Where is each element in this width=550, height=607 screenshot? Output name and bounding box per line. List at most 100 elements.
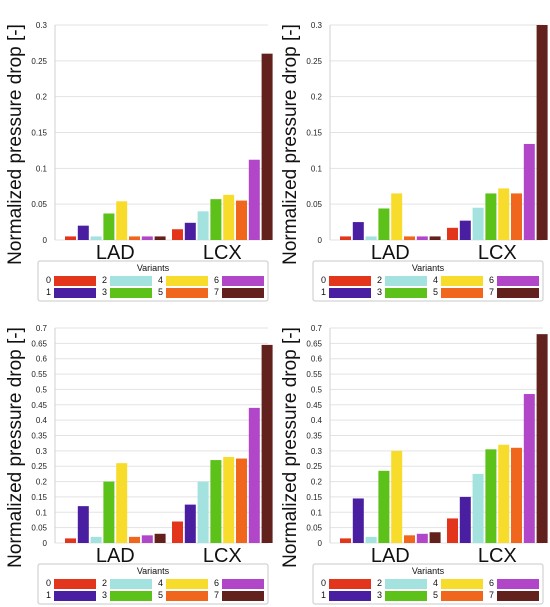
bar-lcx-variant-0 [172,229,183,240]
bar-lcx-variant-2 [472,207,484,240]
y-tick-label: 0.05 [31,200,47,209]
legend-entry-label: 6 [214,275,219,285]
y-tick-label: 0.5 [36,385,48,394]
bar-lcx-variant-6 [248,159,260,240]
y-tick-label: 0.65 [31,339,47,348]
y-tick-label: 0.15 [306,129,322,138]
legend-entry-label: 6 [214,578,219,588]
y-tick-label: 0.3 [36,447,48,456]
y-tick-label: 0.1 [36,508,48,517]
legend-swatch-variant-3 [385,288,427,298]
y-tick-label: 0 [43,236,48,245]
bar-lad-variant-2 [90,236,102,240]
bar-lcx-variant-7 [536,334,548,543]
y-tick-label: 0.3 [311,21,323,30]
legend-swatch-variant-6 [497,276,539,286]
bar-lad-variant-1 [77,506,89,543]
legend-swatch-variant-3 [110,591,152,601]
chart-panel-top-right: 0 0.05 0.1 0.15 0.2 0.25 0.3 Normalized pressur… [275,0,550,303]
bar-lcx-variant-3 [485,193,497,240]
y-axis-label: Normalized pressure drop [-] [5,327,26,568]
legend: Variants 0 1 2 3 4 5 6 7 [312,563,544,605]
legend-swatch-variant-5 [166,288,208,298]
legend-entry-label: 3 [377,287,382,297]
legend-entry-label: 4 [433,578,438,588]
legend-swatch-variant-0 [54,276,96,286]
y-tick-label: 0.65 [306,339,322,348]
y-tick-label: 0.05 [31,524,47,533]
bar-lad-variant-5 [129,536,140,543]
bar-lad-variant-7 [154,533,166,543]
bar-lad-variant-7 [429,532,441,543]
y-tick-label: 0.6 [36,355,48,364]
chart-panel-bottom-right: 0 0.05 0.1 0.15 0.2 0.25 0.3 0.35 0.4 0.45 0.5 0.55… [275,303,550,606]
bar-lad-variant-2 [365,236,377,240]
y-tick-label: 0.25 [31,57,47,66]
y-tick-label: 0.25 [31,462,47,471]
bars [340,25,548,240]
bar-lcx-variant-5 [511,447,522,543]
y-tick-label: 0.45 [306,401,322,410]
chart-svg: 0 0.05 0.1 0.15 0.2 0.25 0.3 0.35 0.4 0.45 0.5 0.55… [5,324,273,605]
y-tick-label: 0.1 [36,164,48,173]
category-label-lad: LAD [371,545,410,567]
legend-swatch-variant-2 [110,276,152,286]
y-tick-label: 0.05 [306,200,322,209]
legend-swatch-variant-3 [385,591,427,601]
y-tick-label: 0.15 [306,493,322,502]
bars [340,334,548,543]
bar-lad-variant-0 [65,538,76,543]
bar-lcx-variant-4 [498,188,510,240]
legend-swatch-variant-5 [441,288,483,298]
legend: Variants 0 1 2 3 4 5 6 7 [312,260,544,302]
y-tick-label: 0 [318,236,323,245]
legend-entry-label: 5 [158,287,163,297]
legend-swatch-variant-2 [110,579,152,589]
chart-panel-top-left: 0 0.05 0.1 0.15 0.2 0.25 0.3 Normalized pressur… [0,0,275,303]
y-tick-label: 0.25 [306,57,322,66]
legend-swatch-variant-1 [329,288,371,298]
chart-svg: 0 0.05 0.1 0.15 0.2 0.25 0.3 Normalized pressur… [5,21,273,302]
legend-swatch-variant-4 [166,579,208,589]
legend-swatch-variant-6 [222,579,264,589]
y-tick-label: 0.2 [311,93,323,102]
bar-lad-variant-3 [378,208,390,240]
y-tick-label: 0.35 [306,432,322,441]
bar-lad-variant-3 [103,213,115,240]
legend: Variants 0 1 2 3 4 5 6 7 [37,260,269,302]
bar-lcx-variant-2 [472,473,484,543]
bar-lad-variant-3 [378,470,390,543]
legend-title: Variants [412,263,445,273]
legend-entry-label: 0 [46,578,51,588]
legend-entry-label: 1 [321,287,326,297]
gridlines [55,24,268,241]
bar-lcx-variant-0 [447,227,458,240]
legend-swatch-variant-5 [441,591,483,601]
legend-entry-label: 6 [489,578,494,588]
legend-entry-label: 1 [46,287,51,297]
category-label-lad: LAD [96,242,135,264]
chart-svg: 0 0.05 0.1 0.15 0.2 0.25 0.3 0.35 0.4 0.45 0.5 0.55… [280,324,548,605]
bar-lad-variant-5 [404,236,415,240]
legend-swatch-variant-6 [222,276,264,286]
bar-lad-variant-5 [404,535,415,543]
legend-swatch-variant-5 [166,591,208,601]
legend-entry-label: 2 [377,275,382,285]
legend-swatch-variant-1 [54,591,96,601]
bar-lad-variant-0 [65,236,76,240]
y-tick-label: 0.7 [36,324,48,333]
bar-lcx-variant-2 [197,481,209,543]
category-label-lcx: LCX [478,545,517,567]
bar-lad-variant-6 [416,236,428,240]
legend-swatch-variant-7 [222,288,264,298]
y-axis-label: Normalized pressure drop [-] [280,24,301,265]
y-tick-label: 0.5 [311,385,323,394]
legend-entry-label: 1 [46,590,51,600]
legend-swatch-variant-7 [497,288,539,298]
bar-lcx-variant-6 [523,143,535,240]
bar-lcx-variant-5 [236,458,247,543]
y-tick-label: 0.1 [311,164,323,173]
y-axis-label: Normalized pressure drop [-] [5,24,26,265]
legend-swatch-variant-2 [385,276,427,286]
